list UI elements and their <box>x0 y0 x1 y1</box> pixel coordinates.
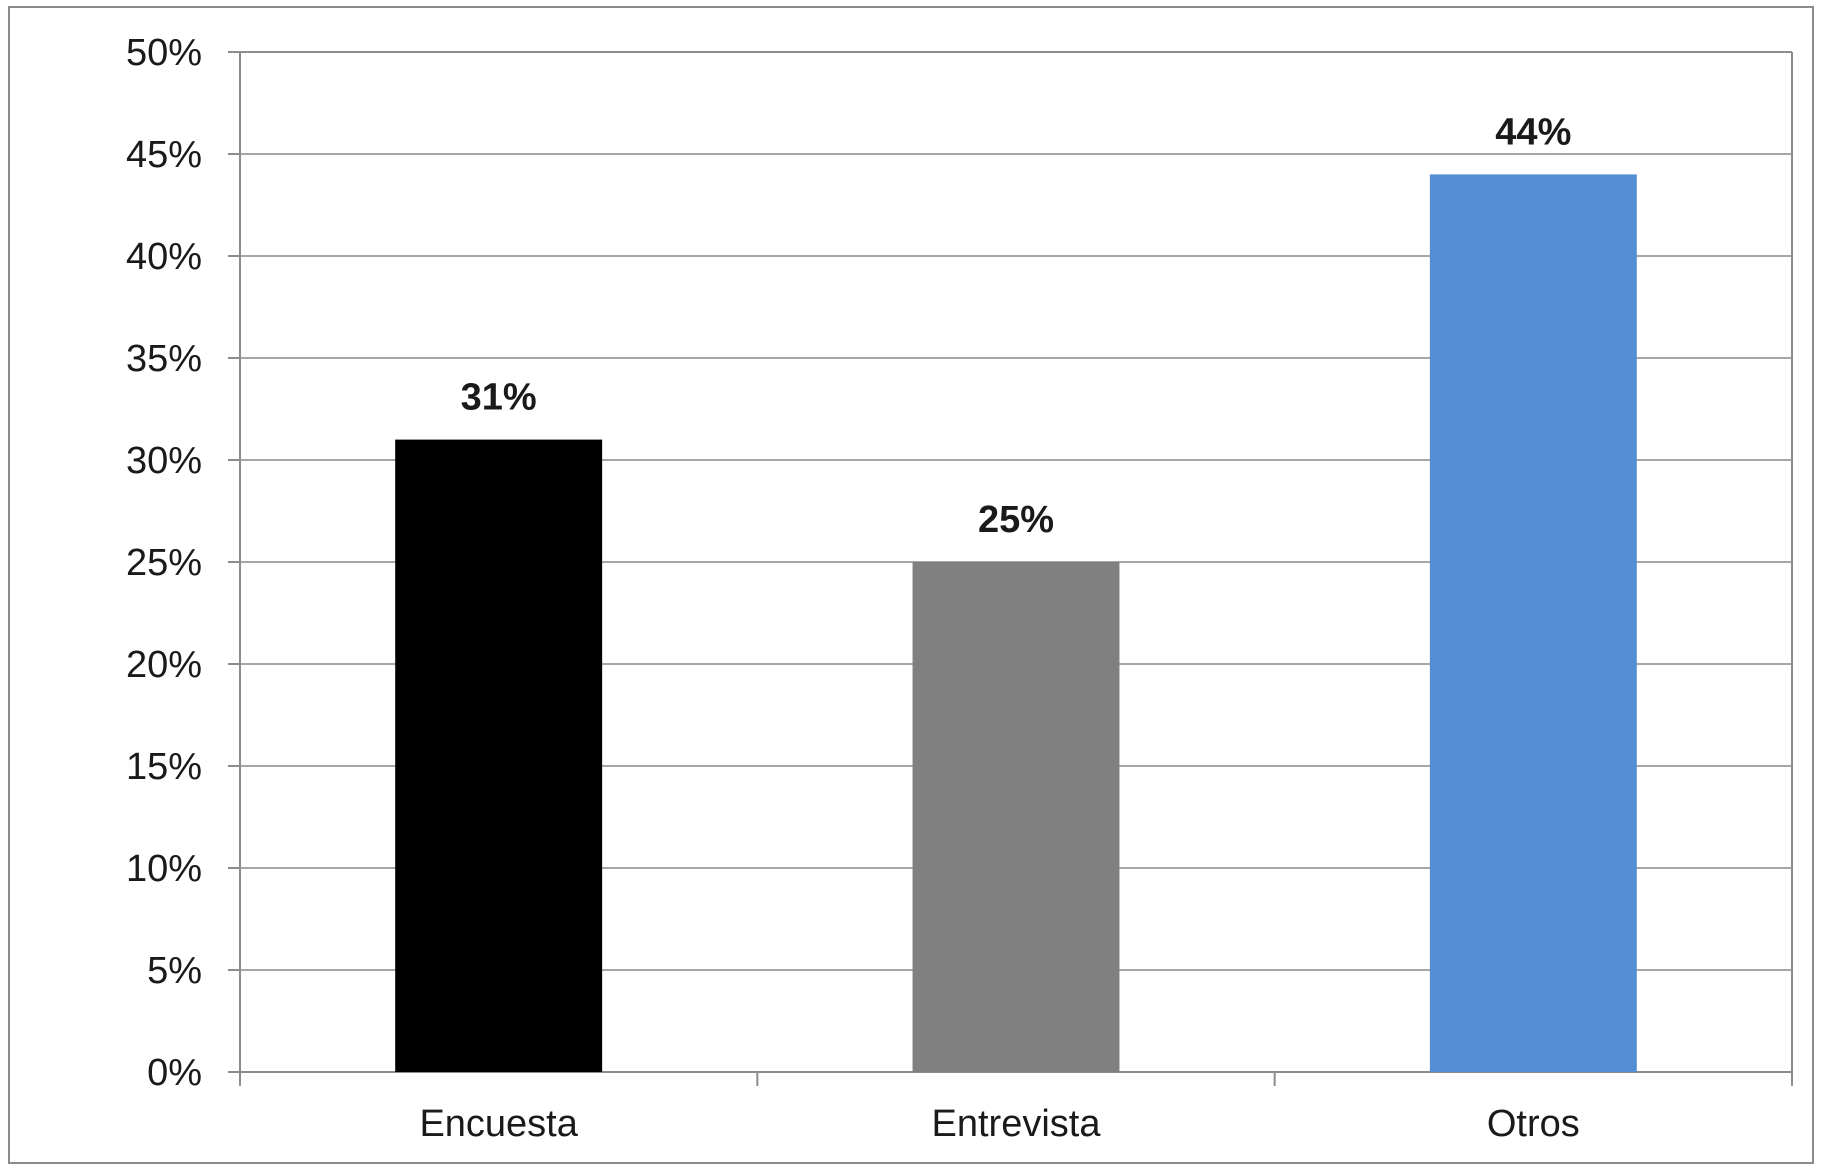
data-label-encuesta: 31% <box>461 377 537 419</box>
y-tick-label: 5% <box>147 950 202 992</box>
bar-encuesta <box>395 439 603 1073</box>
bar-entrevista <box>912 562 1120 1072</box>
y-tick-label: 40% <box>126 236 202 278</box>
category-label-encuesta: Encuesta <box>419 1103 578 1145</box>
data-label-entrevista: 25% <box>978 499 1054 541</box>
y-tick-label: 45% <box>126 134 202 176</box>
y-tick-label: 50% <box>126 32 202 74</box>
y-tick-label: 35% <box>126 338 202 380</box>
y-tick-label: 20% <box>126 644 202 686</box>
y-tick-label: 0% <box>147 1052 202 1094</box>
y-tick-label: 25% <box>126 542 202 584</box>
y-axis-ticks: 0% 5% 10% 15% 20% 25% 30% 35% 40% 45% 50% <box>126 32 240 1094</box>
category-label-otros: Otros <box>1487 1103 1580 1145</box>
data-label-otros: 44% <box>1495 111 1571 153</box>
y-tick-label: 30% <box>126 440 202 482</box>
bars <box>395 174 1637 1073</box>
category-label-entrevista: Entrevista <box>932 1103 1102 1145</box>
bar-otros <box>1429 174 1637 1072</box>
data-labels: 31% 25% 44% <box>461 111 1572 541</box>
y-tick-label: 15% <box>126 746 202 788</box>
x-axis-categories: Encuesta Entrevista Otros <box>419 1103 1579 1145</box>
y-tick-label: 10% <box>126 848 202 890</box>
